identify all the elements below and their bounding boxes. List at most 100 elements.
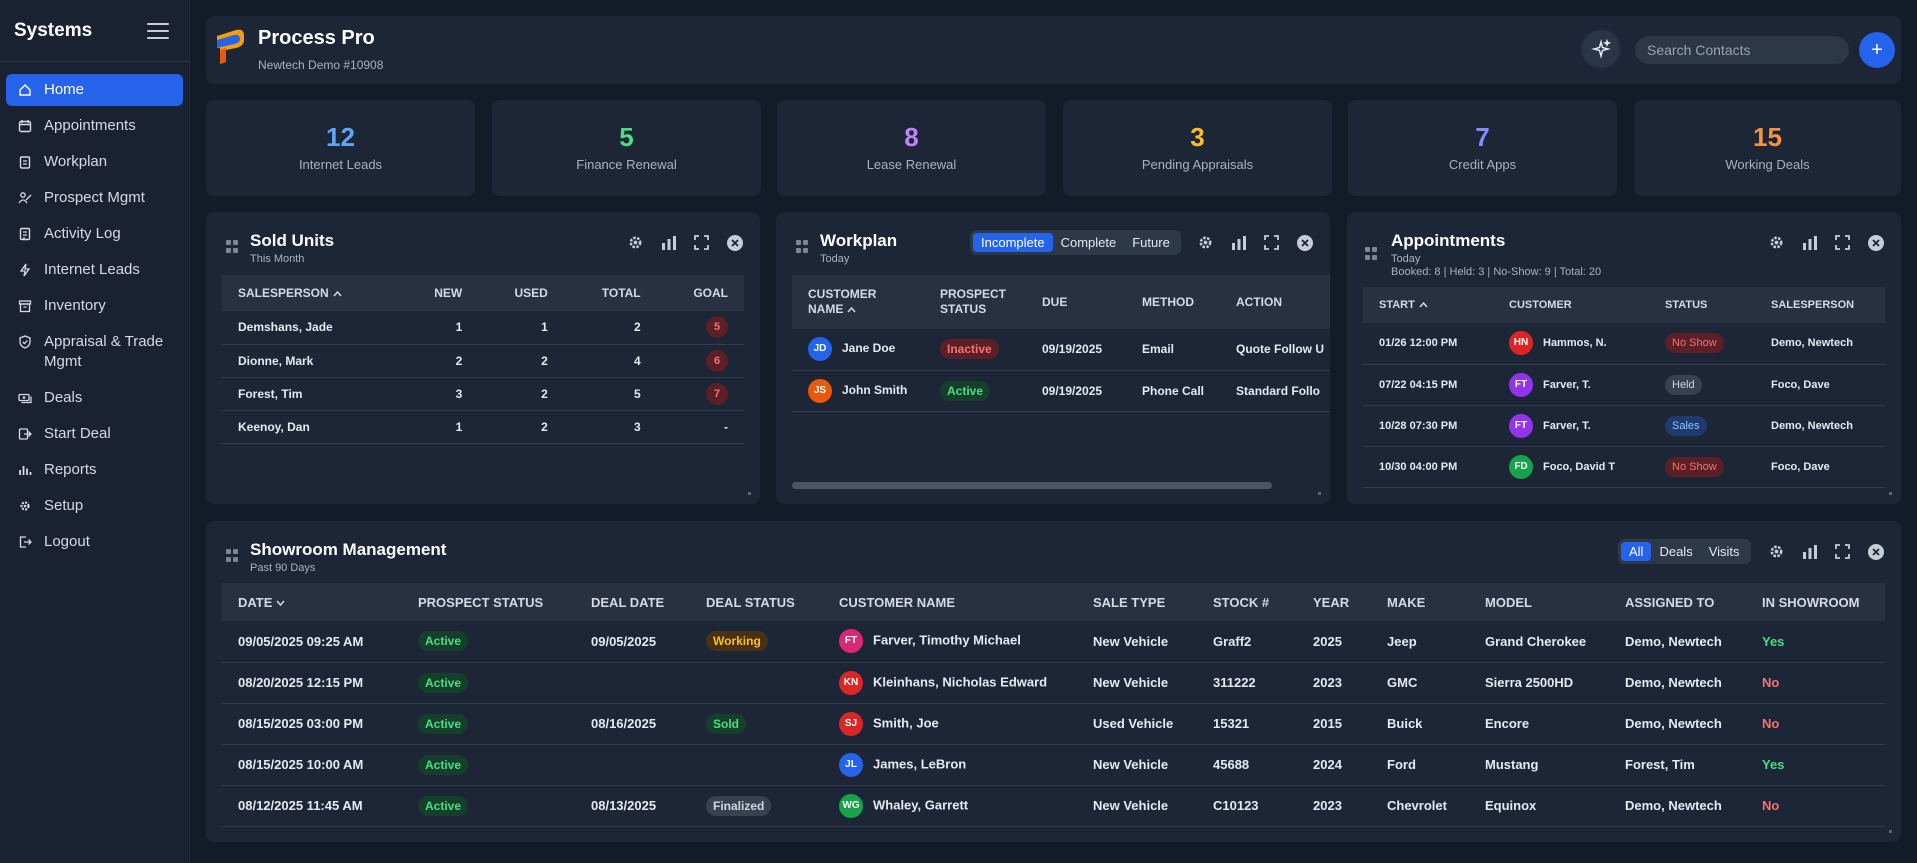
table-row[interactable]: 08/15/2025 10:00 AM Active JL James, LeBron… — [222, 744, 1885, 786]
stat-card-pending-appraisals[interactable]: 3 Pending Appraisals — [1063, 100, 1332, 196]
stat-card-internet-leads[interactable]: 12 Internet Leads — [206, 100, 475, 196]
tab-incomplete[interactable]: Incomplete — [973, 233, 1053, 252]
sidebar-item-home[interactable]: Home — [6, 74, 183, 106]
sidebar-item-activity-log[interactable]: Activity Log — [6, 218, 183, 250]
resize-handle[interactable] — [1889, 830, 1892, 833]
sidebar-item-reports[interactable]: Reports — [6, 454, 183, 486]
customer-name[interactable]: Hammos, N. — [1543, 337, 1607, 350]
tab-visits[interactable]: Visits — [1708, 544, 1740, 559]
resize-handle[interactable] — [1318, 492, 1321, 495]
resize-handle[interactable] — [748, 492, 751, 495]
column-header[interactable]: SALESPERSON — [222, 275, 400, 311]
sidebar-item-logout[interactable]: Logout — [6, 526, 183, 558]
action-cell[interactable]: Standard Follo — [1220, 370, 1330, 412]
drag-handle-icon[interactable] — [796, 240, 808, 254]
sidebar-item-workplan[interactable]: Workplan — [6, 146, 183, 178]
column-header[interactable]: DATE — [222, 583, 402, 621]
sidebar-item-prospect-mgmt[interactable]: Prospect Mgmt — [6, 182, 183, 214]
tab-complete[interactable]: Complete — [1060, 235, 1117, 250]
table-row[interactable]: Keenoy, Dan 1 2 3 - — [222, 410, 744, 444]
column-header[interactable]: TOTAL — [563, 275, 657, 311]
column-header[interactable]: PROSPECT STATUS — [402, 583, 575, 621]
column-header[interactable]: CUSTOMER NAME — [792, 275, 924, 329]
column-header[interactable]: DEAL STATUS — [690, 583, 823, 621]
action-cell[interactable]: Quote Follow U — [1220, 329, 1330, 371]
column-header[interactable]: NEW — [399, 275, 479, 311]
drag-handle-icon[interactable] — [226, 240, 238, 254]
table-row[interactable]: 10/30 04:00 PM FD Foco, David T No Show Foco… — [1363, 446, 1885, 488]
expand-icon[interactable] — [1833, 542, 1852, 561]
add-button[interactable]: + — [1859, 32, 1895, 68]
table-row[interactable]: Demshans, Jade 1 1 2 5 — [222, 311, 744, 345]
table-row[interactable]: 08/20/2025 12:15 PM Active KN Kleinhans, Ni… — [222, 662, 1885, 704]
bar-chart-icon[interactable] — [1800, 542, 1819, 561]
resize-handle[interactable] — [1889, 492, 1892, 495]
close-icon[interactable] — [725, 233, 744, 252]
tab-all[interactable]: All — [1621, 542, 1652, 561]
table-row[interactable]: JS John Smith Active 09/19/2025 Phone Call St… — [792, 370, 1330, 412]
table-row[interactable]: 10/28 07:30 PM FT Farver, T. Sales Demo, New… — [1363, 405, 1885, 447]
sidebar-item-deals[interactable]: Deals — [6, 382, 183, 414]
stat-card-credit-apps[interactable]: 7 Credit Apps — [1348, 100, 1617, 196]
table-row[interactable]: JD Jane Doe Inactive 09/19/2025 Email Quote F… — [792, 329, 1330, 371]
drag-handle-icon[interactable] — [226, 549, 238, 563]
gear-icon[interactable] — [1767, 542, 1786, 561]
sidebar-item-internet-leads[interactable]: Internet Leads — [6, 254, 183, 286]
bar-chart-icon[interactable] — [1229, 233, 1248, 252]
table-row[interactable]: 08/15/2025 03:00 PM Active 08/16/2025 Sold S… — [222, 703, 1885, 745]
column-header[interactable]: SALE TYPE — [1077, 583, 1197, 621]
bar-chart-icon[interactable] — [659, 233, 678, 252]
customer-name[interactable]: Whaley, Garrett — [873, 796, 969, 812]
customer-name[interactable]: John Smith — [842, 382, 908, 397]
tab-deals[interactable]: Deals — [1659, 544, 1693, 559]
stat-card-working-deals[interactable]: 15 Working Deals — [1634, 100, 1901, 196]
customer-name[interactable]: James, LeBron — [873, 755, 967, 771]
sidebar-item-appointments[interactable]: Appointments — [6, 110, 183, 142]
column-header[interactable]: USED — [478, 275, 564, 311]
column-header[interactable]: METHOD — [1126, 275, 1221, 329]
gear-icon[interactable] — [1767, 233, 1786, 252]
column-header[interactable]: STATUS — [1649, 287, 1755, 323]
sidebar-item-start-deal[interactable]: Start Deal — [6, 418, 183, 450]
column-header[interactable]: ASSIGNED TO — [1609, 583, 1746, 621]
close-icon[interactable] — [1295, 233, 1314, 252]
sidebar-item-appraisal-trade-mgmt[interactable]: Appraisal & Trade Mgmt — [6, 326, 183, 378]
column-header[interactable]: IN SHOWROOM — [1746, 583, 1885, 621]
column-header[interactable]: CUSTOMER NAME — [823, 583, 1077, 621]
column-header[interactable]: GOAL — [656, 275, 744, 311]
table-row[interactable]: Dionne, Mark 2 2 4 6 — [222, 344, 744, 378]
column-header[interactable]: YEAR — [1297, 583, 1371, 621]
column-header[interactable]: CUSTOMER — [1493, 287, 1649, 323]
column-header[interactable]: DEAL DATE — [575, 583, 690, 621]
hamburger-menu-icon[interactable] — [147, 22, 169, 39]
sidebar-item-inventory[interactable]: Inventory — [6, 290, 183, 322]
table-row[interactable]: Forest, Tim 3 2 5 7 — [222, 377, 744, 411]
expand-icon[interactable] — [1262, 233, 1281, 252]
column-header[interactable]: MODEL — [1469, 583, 1609, 621]
search-contacts-input[interactable] — [1635, 36, 1849, 64]
ai-sparkle-button[interactable] — [1582, 30, 1620, 68]
column-header[interactable]: PROSPECT STATUS — [924, 275, 1026, 329]
column-header[interactable]: SALESPERSON — [1755, 287, 1885, 323]
customer-name[interactable]: Farver, Timothy Michael — [873, 632, 1021, 648]
table-row[interactable]: 08/12/2025 11:45 AM Active 08/13/2025 Final… — [222, 785, 1885, 827]
customer-name[interactable]: Farver, T. — [1543, 419, 1591, 432]
close-icon[interactable] — [1866, 233, 1885, 252]
table-row[interactable]: 09/05/2025 09:25 AM Active 09/05/2025 Worki… — [222, 621, 1885, 663]
sidebar-item-setup[interactable]: Setup — [6, 490, 183, 522]
drag-handle-icon[interactable] — [1365, 247, 1377, 261]
stat-card-lease-renewal[interactable]: 8 Lease Renewal — [777, 100, 1046, 196]
column-header[interactable]: ACTION — [1220, 275, 1330, 329]
horizontal-scrollbar[interactable] — [792, 482, 1272, 489]
column-header[interactable]: DUE — [1026, 275, 1126, 329]
gear-icon[interactable] — [1196, 233, 1215, 252]
customer-name[interactable]: Farver, T. — [1543, 378, 1591, 391]
customer-name[interactable]: Foco, David T — [1543, 460, 1616, 473]
close-icon[interactable] — [1866, 542, 1885, 561]
customer-name[interactable]: Kleinhans, Nicholas Edward — [873, 673, 1048, 689]
column-header[interactable]: START — [1363, 287, 1493, 323]
customer-name[interactable]: Smith, Joe — [873, 714, 939, 730]
stat-card-finance-renewal[interactable]: 5 Finance Renewal — [492, 100, 761, 196]
table-row[interactable]: 07/22 04:15 PM FT Farver, T. Held Foco, Dave — [1363, 364, 1885, 406]
table-row[interactable]: 01/26 12:00 PM HN Hammos, N. No Show Demo, N… — [1363, 323, 1885, 365]
